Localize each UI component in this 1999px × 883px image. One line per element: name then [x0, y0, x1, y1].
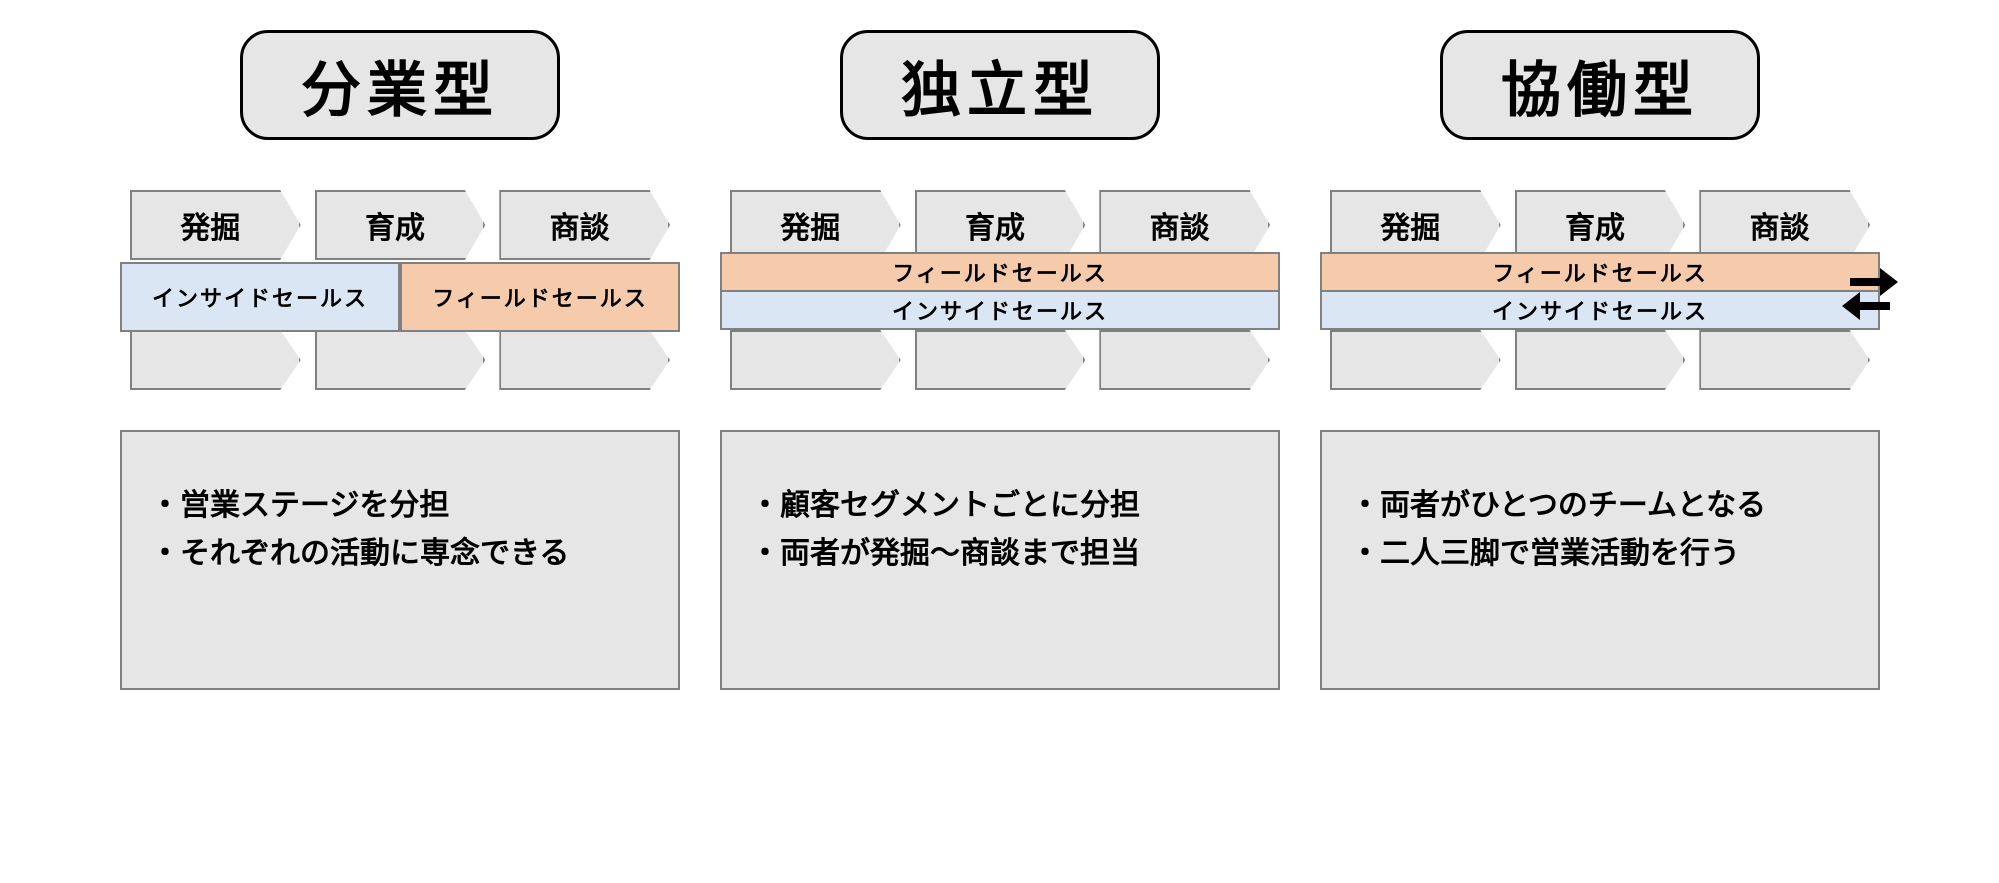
stage-row-bottom — [1330, 330, 1870, 390]
title-division: 分業型 — [240, 30, 560, 140]
stage-row-top: 発掘 育成 商談 — [730, 190, 1270, 260]
stage-hakkutsu: 発掘 — [130, 190, 301, 260]
pipeline-collab: 発掘 育成 商談 フィールドセールス インサイドセールス — [1320, 190, 1880, 390]
stage-blank — [499, 330, 670, 390]
stage-shodan: 商談 — [1699, 190, 1870, 260]
stage-blank — [1699, 330, 1870, 390]
band-inside-sales: インサイドセールス — [1320, 290, 1880, 330]
stage-ikusei: 育成 — [1515, 190, 1686, 260]
stage-shodan: 商談 — [1099, 190, 1270, 260]
col-independent: 独立型 発掘 育成 商談 フィールドセールス インサイドセールス ・顧客セグメン… — [720, 30, 1280, 690]
stage-blank — [730, 330, 901, 390]
stage-blank — [1099, 330, 1270, 390]
stage-row-top: 発掘 育成 商談 — [130, 190, 670, 260]
stage-ikusei: 育成 — [915, 190, 1086, 260]
stage-shodan: 商談 — [499, 190, 670, 260]
band-field-sales: フィールドセールス — [400, 262, 680, 332]
stage-row-bottom — [130, 330, 670, 390]
exchange-icon — [1840, 260, 1900, 320]
band-inside-sales: インサイドセールス — [720, 290, 1280, 330]
stage-hakkutsu: 発掘 — [730, 190, 901, 260]
stage-blank — [130, 330, 301, 390]
band-inside-sales: インサイドセールス — [120, 262, 400, 332]
pipeline-independent: 発掘 育成 商談 フィールドセールス インサイドセールス — [720, 190, 1280, 390]
col-division: 分業型 発掘 育成 商談 インサイドセールス フィールドセールス ・営業ステージ… — [120, 30, 680, 690]
desc-line: ・営業ステージを分担 — [150, 482, 650, 530]
diagram-canvas: 分業型 発掘 育成 商談 インサイドセールス フィールドセールス ・営業ステージ… — [0, 0, 1999, 883]
desc-line: ・顧客セグメントごとに分担 — [750, 482, 1250, 530]
stage-hakkutsu: 発掘 — [1330, 190, 1501, 260]
stage-blank — [1330, 330, 1501, 390]
desc-collab: ・両者がひとつのチームとなる ・二人三脚で営業活動を行う — [1320, 430, 1880, 690]
desc-line: ・両者が発掘〜商談まで担当 — [750, 530, 1250, 578]
title-independent: 独立型 — [840, 30, 1160, 140]
desc-line: ・二人三脚で営業活動を行う — [1350, 530, 1850, 578]
stage-blank — [1515, 330, 1686, 390]
stage-ikusei: 育成 — [315, 190, 486, 260]
stage-blank — [915, 330, 1086, 390]
stage-blank — [315, 330, 486, 390]
col-collab: 協働型 発掘 育成 商談 フィールドセールス インサイドセールス ・両者がひとつ… — [1320, 30, 1880, 690]
band-field-sales: フィールドセールス — [1320, 252, 1880, 292]
desc-independent: ・顧客セグメントごとに分担 ・両者が発掘〜商談まで担当 — [720, 430, 1280, 690]
stage-row-top: 発掘 育成 商談 — [1330, 190, 1870, 260]
band-field-sales: フィールドセールス — [720, 252, 1280, 292]
desc-line: ・両者がひとつのチームとなる — [1350, 482, 1850, 530]
stage-row-bottom — [730, 330, 1270, 390]
title-collab: 協働型 — [1440, 30, 1760, 140]
desc-division: ・営業ステージを分担 ・それぞれの活動に専念できる — [120, 430, 680, 690]
pipeline-division: 発掘 育成 商談 インサイドセールス フィールドセールス — [120, 190, 680, 390]
desc-line: ・それぞれの活動に専念できる — [150, 530, 650, 578]
